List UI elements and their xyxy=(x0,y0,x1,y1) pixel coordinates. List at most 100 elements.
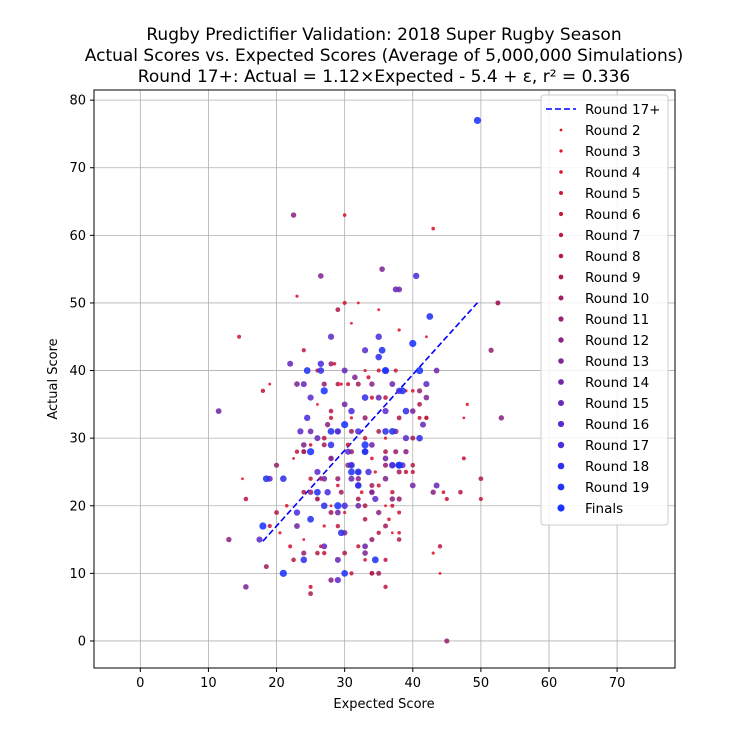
point-round-19 xyxy=(341,569,349,577)
point-round-18 xyxy=(317,367,325,374)
point-round-2 xyxy=(268,382,272,386)
point-round-4 xyxy=(431,226,436,231)
legend-swatch xyxy=(557,504,565,512)
point-round-7 xyxy=(437,544,443,549)
point-round-13 xyxy=(369,489,375,496)
x-tick-label: 60 xyxy=(541,676,558,691)
point-round-4 xyxy=(336,483,340,488)
x-tick-label: 10 xyxy=(200,676,217,691)
point-round-13 xyxy=(362,550,368,556)
x-tick-label: 0 xyxy=(136,676,144,691)
point-round-13 xyxy=(328,455,334,462)
y-tick-label: 20 xyxy=(69,499,86,514)
legend-swatch xyxy=(558,274,564,280)
point-round-13 xyxy=(243,584,249,590)
point-round-18 xyxy=(375,353,383,361)
point-finals xyxy=(361,441,369,449)
legend-label: Round 12 xyxy=(585,333,649,349)
point-round-11 xyxy=(321,381,327,387)
point-round-16 xyxy=(314,468,321,476)
point-round-12 xyxy=(376,509,382,516)
point-round-18 xyxy=(416,434,423,442)
point-round-15 xyxy=(341,367,348,374)
point-round-15 xyxy=(348,475,355,482)
point-round-19 xyxy=(303,367,311,374)
point-round-9 xyxy=(342,550,348,556)
point-round-6 xyxy=(393,368,398,373)
point-round-10 xyxy=(495,300,501,306)
point-round-12 xyxy=(389,496,396,502)
x-tick-label: 30 xyxy=(336,676,353,691)
legend: Round 17+ Round 2 Round 3 Round 4 Round 5 Rou… xyxy=(540,94,669,526)
point-round-4 xyxy=(410,389,415,393)
point-round-17 xyxy=(348,407,355,415)
point-round-10 xyxy=(338,489,344,495)
point-round-5 xyxy=(390,503,395,508)
legend-swatch xyxy=(559,149,563,153)
point-round-16 xyxy=(402,435,410,442)
point-round-15 xyxy=(375,394,382,401)
point-round-7 xyxy=(383,584,388,590)
legend-label: Round 3 xyxy=(585,144,641,160)
point-round-19 xyxy=(348,468,355,476)
point-round-5 xyxy=(288,544,293,549)
point-round-16 xyxy=(361,347,369,354)
point-round-18 xyxy=(354,482,362,489)
point-round-15 xyxy=(314,435,321,442)
point-round-12 xyxy=(430,489,436,495)
point-finals xyxy=(415,366,424,375)
point-round-2 xyxy=(350,321,353,325)
legend-label: Round 7 xyxy=(585,228,641,244)
point-round-14 xyxy=(368,442,375,448)
x-tick-label: 20 xyxy=(268,676,285,691)
point-round-19 xyxy=(388,427,396,435)
legend-box xyxy=(540,94,669,526)
legend-label: Round 11 xyxy=(585,312,649,328)
point-round-4 xyxy=(387,517,391,522)
legend-label: Round 18 xyxy=(585,459,649,475)
point-round-6 xyxy=(383,557,388,562)
point-round-17 xyxy=(355,428,362,435)
point-round-16 xyxy=(256,536,263,543)
point-round-3 xyxy=(322,524,326,528)
point-round-3 xyxy=(373,470,377,474)
point-round-13 xyxy=(352,374,358,381)
point-round-2 xyxy=(356,301,360,305)
legend-label: Round 8 xyxy=(585,249,641,265)
point-round-18 xyxy=(382,428,389,435)
point-round-18 xyxy=(280,475,287,483)
legend-swatch xyxy=(558,253,564,259)
point-round-14 xyxy=(334,509,341,516)
chart-title-line-1: Rugby Predictifier Validation: 2018 Supe… xyxy=(146,25,621,45)
point-round-14 xyxy=(389,381,396,387)
legend-swatch xyxy=(558,316,564,322)
point-round-11 xyxy=(362,415,368,421)
point-round-2 xyxy=(424,335,428,339)
point-round-10 xyxy=(314,496,320,502)
point-round-10 xyxy=(369,482,375,488)
legend-swatch xyxy=(557,483,565,491)
point-round-8 xyxy=(410,462,416,468)
point-round-12 xyxy=(226,536,232,543)
point-round-18 xyxy=(300,556,308,564)
point-round-11 xyxy=(273,462,280,468)
y-tick-label: 40 xyxy=(69,364,86,379)
point-round-7 xyxy=(322,550,327,556)
point-round-19 xyxy=(371,556,379,564)
point-round-12 xyxy=(324,421,331,428)
point-round-15 xyxy=(321,543,328,550)
point-round-8 xyxy=(345,442,351,448)
point-round-14 xyxy=(409,482,416,489)
point-round-11 xyxy=(444,638,450,644)
legend-label: Round 13 xyxy=(585,354,649,370)
point-finals xyxy=(381,366,390,375)
point-round-5 xyxy=(397,510,402,515)
point-round-8 xyxy=(243,496,249,502)
point-finals xyxy=(334,502,342,510)
legend-label: Round 17+ xyxy=(585,102,661,118)
legend-swatch xyxy=(558,232,564,238)
data-points xyxy=(215,116,505,644)
y-axis-ticks: 0 10 20 30 40 50 60 70 80 xyxy=(69,94,94,649)
point-round-10 xyxy=(328,510,334,516)
point-round-16 xyxy=(334,577,341,584)
